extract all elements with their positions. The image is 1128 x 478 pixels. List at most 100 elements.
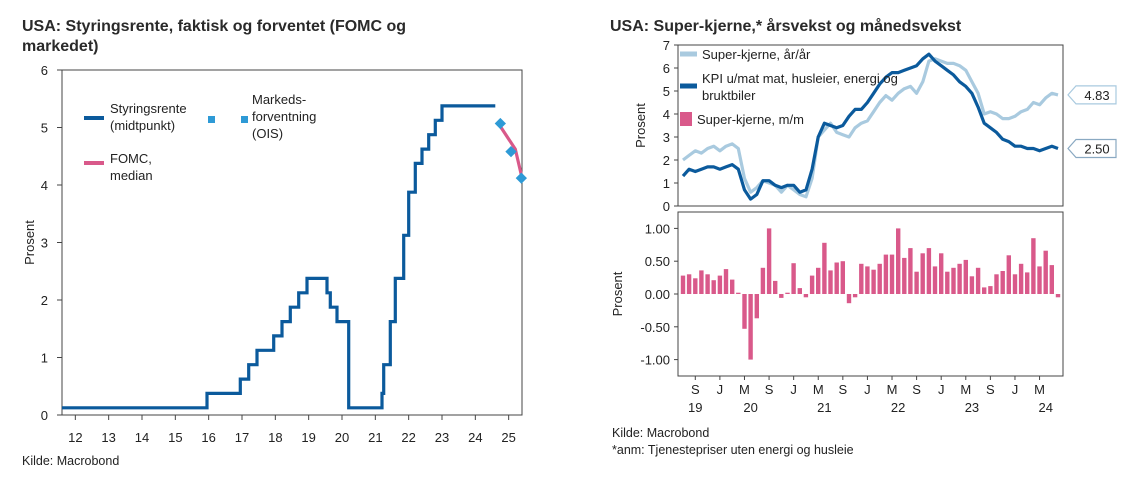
left-y-tick-label: 0 [41,408,48,423]
right-x-month-label: M [1034,382,1045,397]
left-x-tick-label: 22 [401,430,415,445]
right-x-month-label: J [790,382,797,397]
mom-bar [988,286,993,294]
mom-bar [939,253,944,294]
policy-rate-line [62,104,496,410]
mom-bar [951,267,956,294]
legend-ois-swatch-1 [208,116,215,123]
right-x-year-label: 19 [688,400,702,415]
right-x-month-label: S [986,382,995,397]
left-y-tick-label: 6 [41,63,48,78]
right-footnote: *anm: Tjenestepriser uten energi og husl… [612,443,854,457]
right-top-plot-frame [677,44,1064,207]
mom-bar [1000,271,1005,294]
ois-marker [494,117,506,130]
mom-bar [742,294,747,329]
mom-bar [693,278,698,294]
mom-bar [1018,263,1024,294]
legend-fomc-label: FOMC, [110,151,152,166]
left-x-tick-label: 18 [268,430,282,445]
legend-policy-label: Styringsrente [110,101,187,116]
mom-bar [975,267,981,294]
mom-bar [1031,238,1036,294]
left-x-tick-label: 15 [168,430,182,445]
right-bottom-y-tick-label: -0.50 [640,320,670,335]
mom-bar [766,228,772,294]
left-y-tick-label: 5 [41,121,48,136]
mom-bar [945,271,950,294]
left-x-tick-label: 19 [301,430,315,445]
left-x-tick-label: 25 [501,430,515,445]
legend-ois-swatch-2 [241,116,248,123]
mom-bar [699,270,704,294]
legend-fomc-label-2: median [110,168,153,183]
left-x-tick-label: 13 [101,430,115,445]
right-bottom-y-tick-label: 0.00 [645,287,670,302]
end-label-kpi-box [1067,138,1117,159]
mom-bar [963,259,968,294]
right-bottom-y-tick-label: -1.00 [640,353,670,368]
super-core-yoy-line [682,57,1059,199]
mom-bar [1049,265,1054,294]
legend-ois-label: Markeds- [252,92,306,107]
mom-bar [816,267,821,294]
mom-bar [797,288,802,294]
right-top-y-axis-label: Prosent [633,103,648,148]
mom-bar [877,263,882,294]
mom-bar [908,248,913,294]
mom-bar [852,294,858,298]
left-x-tick-label: 14 [135,430,149,445]
right-top-y-tick-label: 3 [663,130,670,145]
left-x-tick-label: 16 [201,430,215,445]
mom-bar [1037,266,1042,294]
mom-bar [680,275,686,294]
right-x-month-label: J [717,382,724,397]
mom-bar [791,263,796,294]
left-chart-title-line2: markedet) [22,38,99,55]
mom-bar [785,292,790,294]
mom-bar [1012,274,1018,294]
mom-bar [932,266,938,294]
right-bottom-y-tick-label: 1.00 [645,221,670,236]
left-x-tick-label: 24 [468,430,482,445]
mom-bar [717,275,723,294]
right-top-y-tick-label: 5 [663,84,670,99]
mom-bar [1006,255,1011,294]
mom-bar [828,270,833,294]
mom-bar [957,263,962,294]
left-chart-title: USA: Styringsrente, faktisk og forventet… [22,17,542,57]
mom-bar [865,266,870,294]
mom-bar [1025,272,1030,294]
end-label-super-yoy: 4.83 [1084,88,1109,103]
right-bottom-plot-frame [677,211,1064,377]
mom-bar [1043,250,1048,294]
mom-bar [809,275,815,294]
left-x-tick-label: 12 [68,430,82,445]
right-top-y-tick-label: 6 [663,61,670,76]
right-source-note: Kilde: Macrobond [612,426,710,440]
right-x-month-label: M [739,382,750,397]
legend-super-yoy-label: Super-kjerne, år/år [702,47,811,62]
ois-marker [515,172,527,184]
end-label-super-yoy-box [1067,85,1117,105]
right-top-y-tick-label: 0 [663,199,670,214]
legend-ois-label-2: forventning [252,109,316,124]
mom-bar [926,248,932,294]
right-x-year-label: 24 [1038,400,1052,415]
mom-bar [914,271,919,294]
left-y-tick-label: 1 [41,351,48,366]
right-x-month-label: J [864,382,871,397]
mom-bar [883,254,889,294]
end-label-super-yoy-group: 4.83 [1067,85,1117,105]
right-bottom-y-tick-label: 0.50 [645,254,670,269]
fomc-median-line [497,123,524,179]
right-x-month-label: S [765,382,774,397]
right-x-month-label: J [938,382,945,397]
mom-bar [803,294,809,298]
mom-bar [711,280,716,294]
mom-bar [896,228,901,294]
right-top-y-tick-label: 7 [663,38,670,53]
mom-bar [871,269,876,294]
